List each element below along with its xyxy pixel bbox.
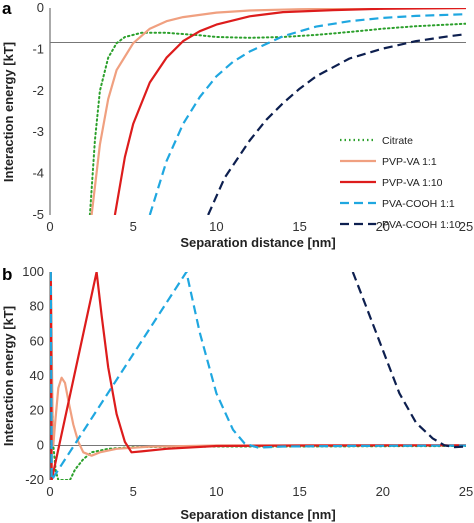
y-tick-label: 60 xyxy=(30,333,44,348)
y-axis-label-a: Interaction energy [kT] xyxy=(1,42,16,182)
tick-labels-a: 0 5 10 15 20 25 0 -1 -2 -3 -4 -5 xyxy=(32,0,473,234)
legend-label: PVA-COOH 1:10 xyxy=(382,219,461,231)
chart-a: a 0 5 10 15 20 25 0 -1 -2 -3 -4 -5 Separation dista… xyxy=(1,0,473,250)
series-group-b xyxy=(50,272,466,480)
x-tick-label: 0 xyxy=(46,219,53,234)
panel-label-a: a xyxy=(2,0,12,18)
y-tick-label: 40 xyxy=(30,368,44,383)
y-tick-label: -3 xyxy=(32,124,44,139)
legend-a: Citrate PVP-VA 1:1 PVP-VA 1:10 PVA-COOH 1:1… xyxy=(340,135,461,231)
legend-label: PVA-COOH 1:1 xyxy=(382,198,455,210)
y-tick-label: -2 xyxy=(32,83,44,98)
y-tick-label: -5 xyxy=(32,207,44,222)
series-line-pva-cooh-1-10 xyxy=(207,33,466,215)
x-axis-label-b: Separation distance [nm] xyxy=(180,507,335,522)
y-tick-label: 100 xyxy=(22,264,44,279)
x-tick-label: 15 xyxy=(292,219,306,234)
panel-label-b: b xyxy=(2,265,12,284)
x-tick-label: 20 xyxy=(376,219,390,234)
x-axis-label-a: Separation distance [nm] xyxy=(180,235,335,250)
series-line-citrate xyxy=(88,22,466,215)
legend-label: PVP-VA 1:10 xyxy=(382,177,443,189)
legend-label: PVP-VA 1:1 xyxy=(382,156,437,168)
y-axis-label-b: Interaction energy [kT] xyxy=(1,306,16,446)
series-line-pva-cooh-1-10 xyxy=(351,272,466,449)
x-tick-label: 5 xyxy=(130,484,137,499)
x-tick-label: 5 xyxy=(130,219,137,234)
series-line-pvp-va-1-1 xyxy=(50,272,466,457)
series-line-pvp-va-1-1 xyxy=(90,8,466,215)
x-tick-label: 10 xyxy=(209,219,223,234)
legend-label: Citrate xyxy=(382,135,413,147)
x-tick-label: 20 xyxy=(376,484,390,499)
y-tick-label: 0 xyxy=(37,437,44,452)
y-tick-label: -20 xyxy=(25,472,44,487)
series-group-a xyxy=(88,8,466,215)
x-tick-label: 25 xyxy=(459,219,473,234)
y-tick-label: 0 xyxy=(37,0,44,15)
series-line-pva-cooh-1-1 xyxy=(148,13,466,215)
y-tick-label: 20 xyxy=(30,403,44,418)
x-tick-label: 15 xyxy=(292,484,306,499)
series-line-pva-cooh-1-1 xyxy=(50,272,466,480)
y-tick-label: -4 xyxy=(32,166,44,181)
x-tick-label: 10 xyxy=(209,484,223,499)
x-tick-label: 25 xyxy=(459,484,473,499)
series-line-pvp-va-1-10 xyxy=(113,8,466,215)
x-tick-label: 0 xyxy=(46,484,53,499)
y-tick-label: -1 xyxy=(32,41,44,56)
y-tick-label: 80 xyxy=(30,299,44,314)
series-line-pvp-va-1-10 xyxy=(50,272,466,480)
